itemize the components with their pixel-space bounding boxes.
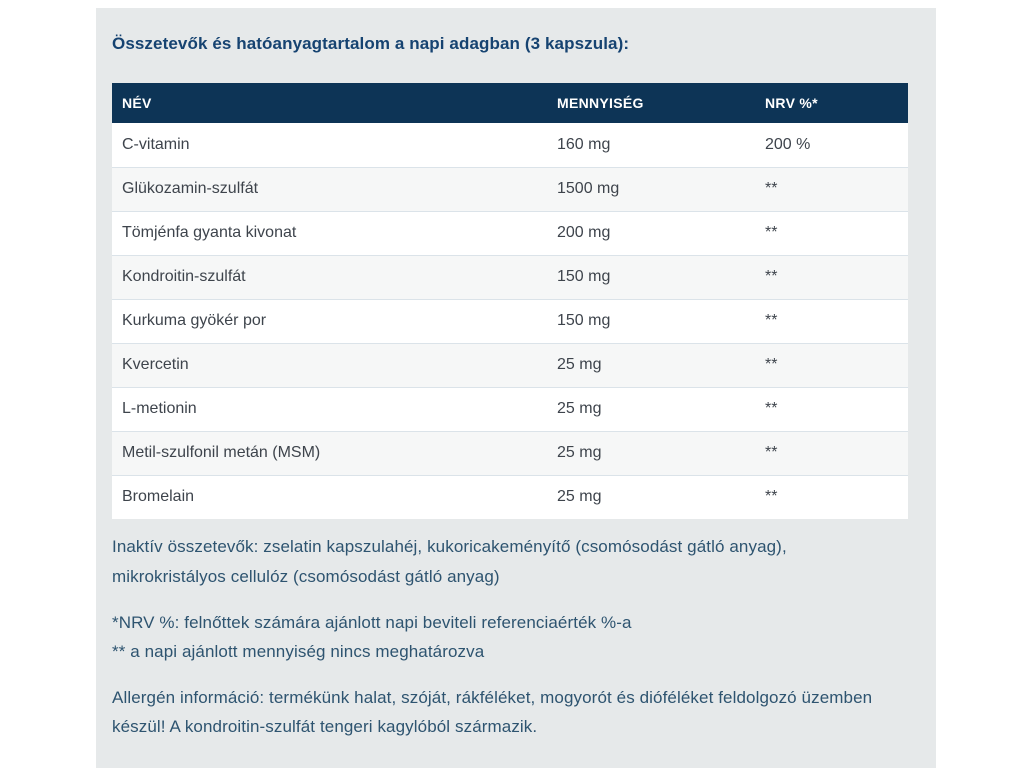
- table-row: Glükozamin-szulfát 1500 mg **: [112, 167, 908, 212]
- ingredient-name-cell: Tömjénfa gyanta kivonat: [112, 211, 547, 256]
- table-body: C-vitamin 160 mg 200 % Glükozamin-szulfá…: [112, 123, 908, 519]
- table-row: C-vitamin 160 mg 200 %: [112, 123, 908, 168]
- ingredient-name-cell: C-vitamin: [112, 123, 547, 168]
- ingredient-amount-cell: 200 mg: [547, 211, 755, 256]
- column-header-name: NÉV: [112, 83, 547, 123]
- ingredient-amount-cell: 150 mg: [547, 255, 755, 300]
- ingredient-name-cell: Kvercetin: [112, 343, 547, 388]
- ingredients-table: NÉV MENNYISÉG NRV %* C-vitamin 160 mg 20…: [112, 83, 908, 519]
- table-header: NÉV MENNYISÉG NRV %*: [112, 83, 908, 123]
- ingredient-amount-cell: 25 mg: [547, 431, 755, 476]
- table-row: Kvercetin 25 mg **: [112, 343, 908, 388]
- ingredient-nrv-cell: **: [755, 343, 908, 388]
- table-row: L-metionin 25 mg **: [112, 387, 908, 432]
- section-title: Összetevők és hatóanyagtartalom a napi a…: [112, 34, 630, 53]
- ingredient-nrv-cell: **: [755, 211, 908, 256]
- ingredient-amount-cell: 25 mg: [547, 387, 755, 432]
- ingredient-amount-cell: 25 mg: [547, 475, 755, 519]
- table-row: Bromelain 25 mg **: [112, 475, 908, 519]
- ingredient-nrv-cell: **: [755, 167, 908, 212]
- ingredient-name-cell: Metil-szulfonil metán (MSM): [112, 431, 547, 476]
- ingredient-nrv-cell: **: [755, 255, 908, 300]
- ingredient-name-cell: Kurkuma gyökér por: [112, 299, 547, 344]
- ingredient-name-cell: L-metionin: [112, 387, 547, 432]
- nrv-footnote: *NRV %: felnőttek számára ajánlott napi …: [112, 613, 632, 661]
- column-header-quantity: MENNYISÉG: [547, 83, 755, 123]
- table-row: Metil-szulfonil metán (MSM) 25 mg **: [112, 431, 908, 476]
- ingredient-nrv-cell: **: [755, 475, 908, 519]
- ingredient-nrv-cell: **: [755, 299, 908, 344]
- allergen-info-note: Allergén információ: termékünk halat, sz…: [112, 688, 873, 736]
- ingredient-amount-cell: 25 mg: [547, 343, 755, 388]
- table-row: Tömjénfa gyanta kivonat 200 mg **: [112, 211, 908, 256]
- table-row: Kondroitin-szulfát 150 mg **: [112, 255, 908, 300]
- table-header-row: NÉV MENNYISÉG NRV %*: [112, 83, 908, 123]
- inactive-ingredients-note: Inaktív összetevők: zselatin kapszulahéj…: [112, 537, 787, 586]
- ingredient-name-cell: Bromelain: [112, 475, 547, 519]
- column-header-nrv: NRV %*: [755, 83, 908, 123]
- ingredient-amount-cell: 1500 mg: [547, 167, 755, 212]
- ingredients-panel: Összetevők és hatóanyagtartalom a napi a…: [96, 8, 936, 768]
- table-row: Kurkuma gyökér por 150 mg **: [112, 299, 908, 344]
- ingredient-nrv-cell: **: [755, 387, 908, 432]
- ingredient-amount-cell: 150 mg: [547, 299, 755, 344]
- ingredient-nrv-cell: 200 %: [755, 123, 908, 168]
- ingredient-name-cell: Kondroitin-szulfát: [112, 255, 547, 300]
- ingredient-name-cell: Glükozamin-szulfát: [112, 167, 547, 212]
- ingredient-amount-cell: 160 mg: [547, 123, 755, 168]
- ingredient-nrv-cell: **: [755, 431, 908, 476]
